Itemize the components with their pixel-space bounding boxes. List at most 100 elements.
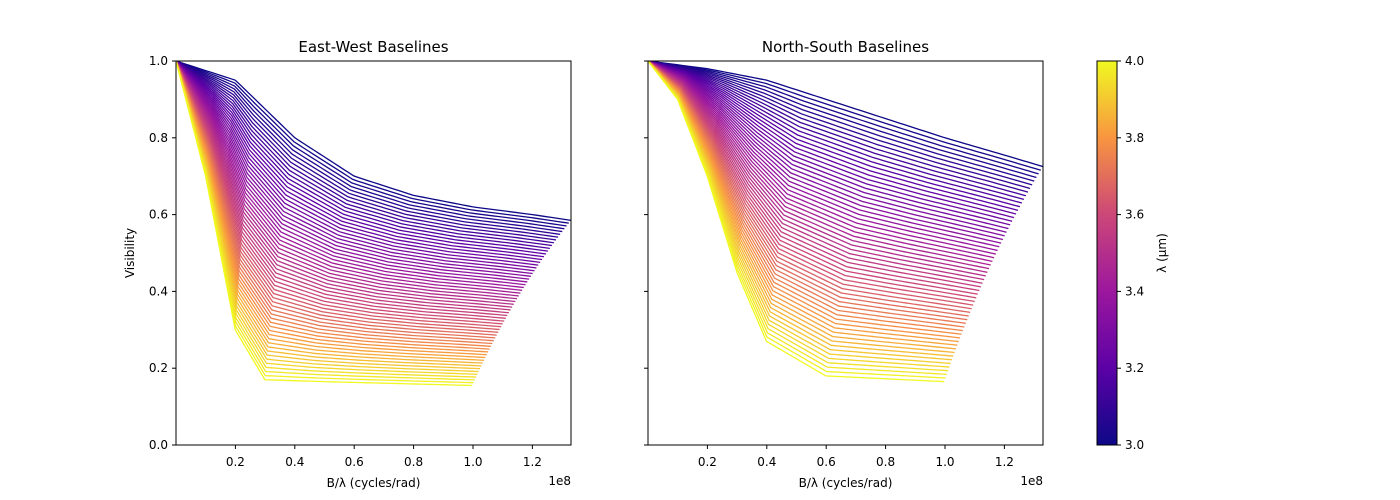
series-line: [648, 61, 946, 379]
series-line: [648, 61, 1039, 175]
series-line: [648, 61, 947, 375]
series-line: [648, 61, 1015, 219]
colorbar: 3.0 3.2 3.4 3.6 3.8 4.0 λ (μm): [1096, 54, 1169, 452]
series-line: [176, 61, 496, 339]
y-tick-label: 0.0: [149, 438, 168, 452]
series-line: [648, 61, 977, 299]
series-line: [648, 61, 975, 303]
y-tick-label: 0.6: [149, 208, 168, 222]
x-tick-label: 0.6: [817, 455, 836, 469]
series-line: [176, 61, 514, 305]
series-line: [648, 61, 969, 317]
series-line: [176, 61, 537, 269]
series-line: [176, 61, 523, 291]
axis-ticks: 0.2 0.4 0.6 0.8 1.0 1.2 0.0 0.2 0.4 0.6 0.8 1.0: [149, 54, 542, 469]
series-line: [176, 61, 541, 263]
x-tick-label: 0.8: [876, 455, 895, 469]
series-line: [176, 61, 486, 359]
x-tick-label: 0.2: [698, 455, 717, 469]
series-line: [176, 61, 494, 342]
series-curves: [648, 61, 1043, 383]
series-line: [176, 61, 526, 286]
series-line: [176, 61, 489, 353]
series-line: [648, 61, 1019, 211]
chart-title: North-South Baselines: [762, 38, 929, 56]
series-line: [176, 61, 508, 317]
series-line: [176, 61, 559, 238]
series-line: [648, 61, 991, 266]
plot-frame: [175, 60, 572, 446]
series-line: [648, 61, 1029, 193]
x-tick-label: 0.2: [226, 455, 245, 469]
x-tick-label: 0.4: [285, 455, 304, 469]
colorbar-gradient: [1096, 60, 1118, 446]
series-line: [176, 61, 552, 247]
series-curves: [176, 61, 571, 387]
series-line: [648, 61, 971, 314]
x-axis-label: B/λ (cycles/rad): [799, 476, 893, 490]
series-line: [176, 61, 491, 347]
series-line: [176, 61, 499, 333]
x-tick-label: 1.0: [463, 455, 482, 469]
series-line: [648, 61, 968, 321]
series-line: [648, 61, 998, 252]
x-offset-label: 1e8: [1020, 474, 1043, 488]
series-line: [176, 61, 524, 289]
series-line: [176, 61, 474, 384]
series-line: [648, 61, 959, 343]
series-line: [176, 61, 485, 361]
x-tick-label: 0.8: [404, 455, 423, 469]
series-line: [648, 61, 1023, 204]
series-line: [648, 61, 982, 288]
x-tick-label: 1.0: [935, 455, 954, 469]
series-line: [176, 61, 555, 244]
series-line: [176, 61, 545, 258]
series-line: [176, 61, 518, 300]
series-line: [176, 61, 548, 252]
panel-north-south: North-South Baselines 0.2 0.4 0.6 0.8 1.0 1.2…: [644, 38, 1044, 490]
series-line: [648, 61, 1035, 182]
series-line: [176, 61, 497, 336]
series-line: [648, 61, 954, 357]
axis-ticks: 0.2 0.4 0.6 0.8 1.0 1.2: [644, 60, 1014, 469]
series-line: [176, 61, 530, 280]
colorbar-tick-label: 3.6: [1125, 208, 1144, 222]
series-line: [176, 61, 567, 227]
series-line: [176, 61, 487, 356]
colorbar-label: λ (μm): [1155, 233, 1169, 273]
series-line: [648, 61, 988, 273]
series-line: [176, 61, 563, 233]
x-tick-label: 0.4: [757, 455, 776, 469]
series-line: [176, 61, 483, 364]
series-line: [176, 61, 473, 387]
series-line: [648, 61, 957, 350]
series-line: [648, 61, 951, 365]
series-line: [648, 61, 945, 383]
series-line: [176, 61, 519, 297]
series-line: [176, 61, 550, 249]
series-line: [648, 61, 953, 361]
series-line: [176, 61, 500, 331]
series-line: [176, 61, 481, 370]
series-line: [648, 61, 972, 310]
series-line: [648, 61, 965, 328]
series-line: [176, 61, 482, 367]
colorbar-tick-label: 3.4: [1125, 284, 1144, 298]
series-line: [176, 61, 533, 275]
y-tick-label: 0.4: [149, 284, 168, 298]
series-line: [176, 61, 521, 294]
x-axis-label: B/λ (cycles/rad): [327, 476, 421, 490]
series-line: [176, 61, 505, 322]
series-line: [648, 61, 1004, 241]
series-line: [648, 61, 995, 259]
x-tick-label: 1.2: [523, 455, 542, 469]
series-line: [648, 61, 958, 346]
y-axis-label: Visibility: [123, 228, 137, 278]
series-line: [648, 61, 1007, 233]
series-line: [648, 61, 1011, 226]
chart-title: East-West Baselines: [298, 38, 448, 56]
series-line: [648, 61, 966, 324]
series-line: [176, 61, 571, 222]
series-line: [176, 61, 531, 277]
series-line: [176, 61, 478, 375]
